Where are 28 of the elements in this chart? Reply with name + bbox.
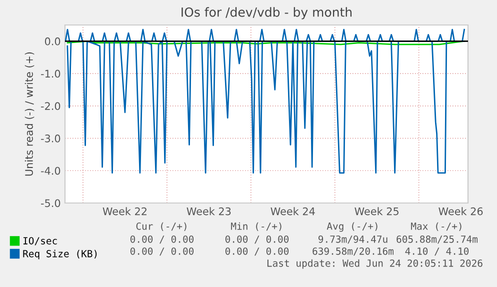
y-tick-label: -2.0 <box>41 102 60 110</box>
text: Max (-/+) <box>411 222 462 231</box>
text: Min (-/+) <box>231 222 282 231</box>
text: 0.00 / 0.00 <box>130 235 194 244</box>
legend-label: Req Size (KB) <box>23 250 97 260</box>
y-tick-label: -3.0 <box>41 134 60 142</box>
text: Avg (-/+) <box>326 222 378 232</box>
text: Last update: Wed Jun 24 20:05:11 2026 <box>267 259 482 269</box>
y-tick-label: -1.0 <box>41 70 60 78</box>
x-tick-label: Week 22 <box>102 207 146 216</box>
y-axis-title: Units read (-) / write (+) <box>24 52 34 176</box>
x-tick-label: Week 23 <box>186 207 231 216</box>
text: 639.58m/20.16m <box>312 247 394 256</box>
y-tick-label: -4.0 <box>41 166 60 175</box>
text: 0.00 / 0.00 <box>225 235 289 244</box>
text: 0.00 / 0.00 <box>225 247 289 256</box>
x-tick-label: Week 25 <box>354 207 398 216</box>
legend-label: IO/sec <box>23 237 57 246</box>
x-tick-label: Week 26 <box>438 207 483 216</box>
text: Cur (-/+) <box>136 222 186 231</box>
text: 0.00 / 0.00 <box>130 247 194 256</box>
text: 4.10 / 4.10 <box>405 247 469 256</box>
text: 9.73m/94.47u <box>318 235 388 244</box>
x-tick-label: Week 24 <box>270 207 315 216</box>
text: 605.88m/25.74m <box>396 235 478 244</box>
chart-title: IOs for /dev/vdb - by month <box>182 7 352 20</box>
y-tick-label: 0.0 <box>44 37 60 46</box>
y-tick-label: -5.0 <box>41 199 60 208</box>
